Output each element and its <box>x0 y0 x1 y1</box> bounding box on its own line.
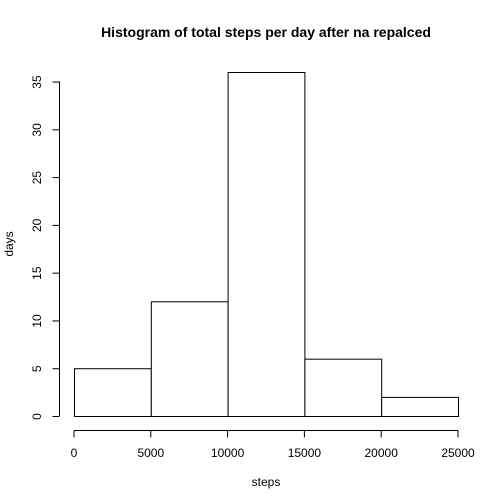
y-axis: 0 5 10 15 20 25 30 35 <box>30 75 60 420</box>
y-axis-label: days <box>2 231 16 256</box>
x-tick-label-3: 15000 <box>288 446 322 460</box>
histogram-bar-2 <box>227 72 306 417</box>
histogram-bar-4 <box>381 396 460 417</box>
histogram-bar-0 <box>74 368 152 418</box>
bars-group <box>74 72 460 418</box>
x-axis-label: steps <box>252 475 281 489</box>
x-axis: 0 5000 10000 15000 20000 25000 <box>71 430 475 460</box>
y-tick-label-3: 15 <box>30 266 44 280</box>
histogram-bar-3 <box>304 358 383 417</box>
y-tick-label-2: 10 <box>30 314 44 328</box>
chart-title: Histogram of total steps per day after n… <box>101 24 431 40</box>
histogram-bar-1 <box>150 301 229 418</box>
x-tick-label-4: 20000 <box>365 446 399 460</box>
x-tick-label-5: 25000 <box>441 446 475 460</box>
x-tick-label-0: 0 <box>71 446 78 460</box>
x-tick-label-2: 10000 <box>211 446 245 460</box>
y-tick-label-6: 30 <box>30 123 44 137</box>
y-tick-label-4: 20 <box>30 218 44 232</box>
y-tick-label-5: 25 <box>30 171 44 185</box>
y-tick-label-0: 0 <box>30 413 44 420</box>
x-tick-label-1: 5000 <box>137 446 164 460</box>
y-tick-label-1: 5 <box>30 365 44 372</box>
y-tick-label-7: 35 <box>30 75 44 89</box>
